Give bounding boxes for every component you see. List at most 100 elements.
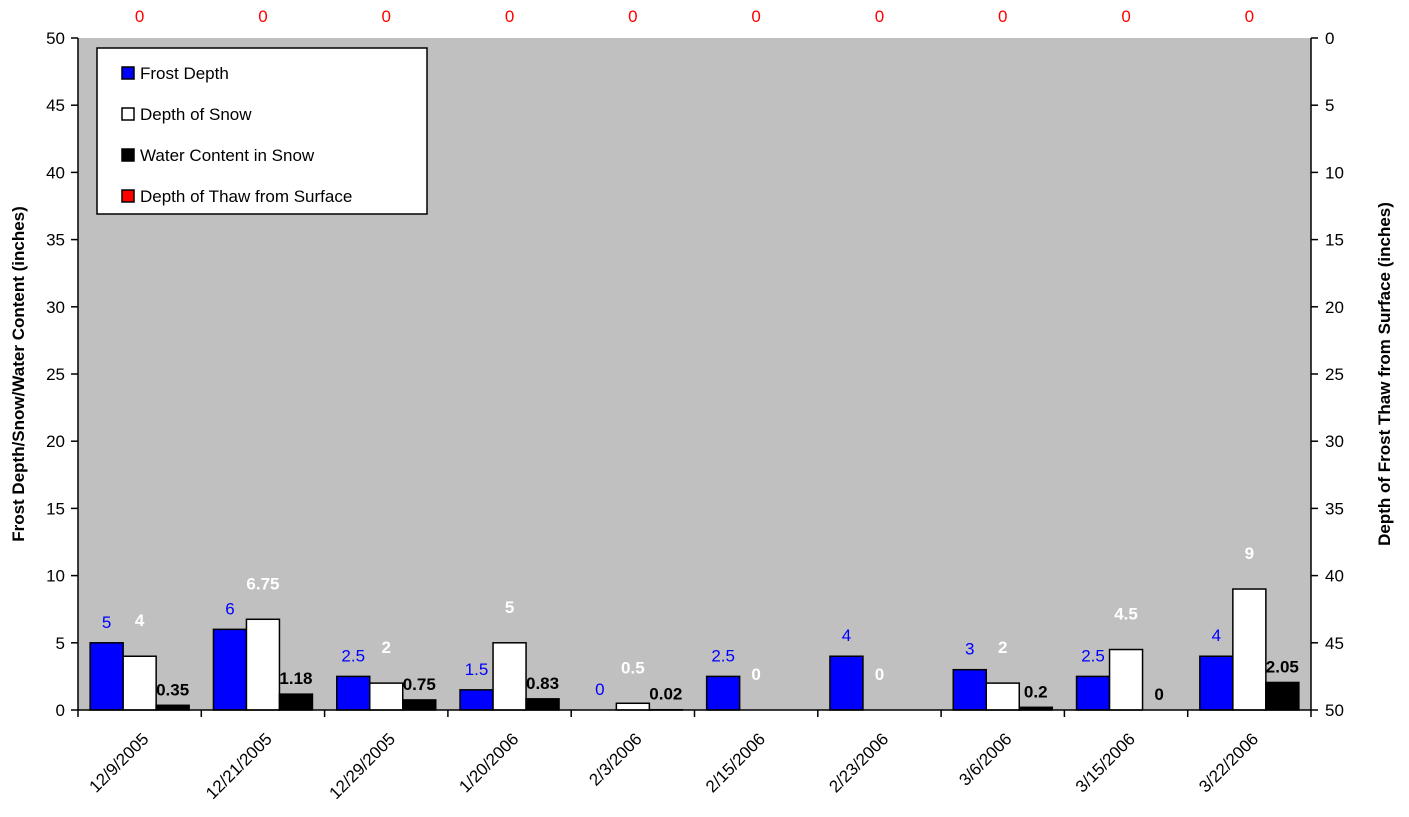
depth-of-thaw-from-surface-data-label: 0 xyxy=(258,7,267,26)
left-tick-label: 10 xyxy=(46,567,65,586)
depth-of-snow-data-label: 0.5 xyxy=(621,658,645,677)
bars-group xyxy=(89,588,1300,711)
left-tick-label: 40 xyxy=(46,163,65,182)
depth-of-snow-data-label: 0 xyxy=(751,665,760,684)
depth-of-snow-data-label: 9 xyxy=(1245,544,1254,563)
right-tick-label: 35 xyxy=(1325,499,1344,518)
left-tick-label: 50 xyxy=(46,29,65,48)
depth-of-thaw-from-surface-data-label: 0 xyxy=(135,7,144,26)
right-axis-title: Depth of Frost Thaw from Surface (inches… xyxy=(1375,202,1394,546)
water-content-in-snow-data-label: 2.05 xyxy=(1266,657,1299,676)
depth-of-snow-bar xyxy=(615,702,651,711)
frost-depth-data-label: 2.5 xyxy=(1081,646,1105,665)
right-tick-label: 40 xyxy=(1325,567,1344,586)
depth-of-snow-data-label: 4 xyxy=(135,611,145,630)
x-category-label: 2/23/2006 xyxy=(825,729,892,796)
depth-of-snow-bar xyxy=(492,642,527,711)
x-category-label: 2/15/2006 xyxy=(702,729,769,796)
water-content-in-snow-data-label: 0 xyxy=(1154,685,1163,704)
depth-of-thaw-from-surface-data-label: 0 xyxy=(751,7,760,26)
right-tick-label: 30 xyxy=(1325,432,1344,451)
x-category-label: 3/22/2006 xyxy=(1195,729,1262,796)
data-labels-group: 5 6 2.5 1.5 0 2.5 4 3 2.5 4 4 6.75 2 5 0.5 0 0 2 4.5 9 0.35 1… xyxy=(102,7,1299,704)
water-content-in-snow-data-label: 0.35 xyxy=(156,680,189,699)
depth-of-snow-legend-label: Depth of Snow xyxy=(140,105,252,124)
frost-depth-bar xyxy=(952,668,987,711)
depth-of-snow-data-label: 0 xyxy=(875,665,884,684)
frost-depth-bar xyxy=(829,655,864,711)
depth-of-snow-bar xyxy=(1232,588,1267,711)
frost-depth-data-label: 4 xyxy=(842,626,851,645)
frost-depth-data-label: 4 xyxy=(1212,626,1221,645)
x-category-label: 3/6/2006 xyxy=(955,729,1015,789)
water-content-in-snow-data-label: 0.83 xyxy=(526,674,559,693)
frost-depth-data-label: 2.5 xyxy=(341,646,365,665)
left-tick-label: 25 xyxy=(46,365,65,384)
frost-depth-data-label: 3 xyxy=(965,640,974,659)
water-content-in-snow-legend-swatch xyxy=(121,148,135,162)
left-tick-label: 0 xyxy=(56,701,65,720)
depth-of-snow-data-label: 4.5 xyxy=(1114,605,1138,624)
x-category-label: 1/20/2006 xyxy=(455,729,522,796)
depth-of-snow-bar xyxy=(985,682,1020,711)
frost-depth-data-label: 1.5 xyxy=(465,660,489,679)
x-category-label: 12/29/2005 xyxy=(325,729,399,803)
frost-depth-bar xyxy=(89,642,124,711)
depth-of-thaw-from-surface-data-label: 0 xyxy=(382,7,391,26)
right-tick-label: 25 xyxy=(1325,365,1344,384)
left-tick-label: 5 xyxy=(56,634,65,653)
depth-of-thaw-from-surface-data-label: 0 xyxy=(505,7,514,26)
left-tick-label: 30 xyxy=(46,298,65,317)
water-content-in-snow-data-label: 0.02 xyxy=(649,685,682,704)
depth-of-thaw-from-surface-data-label: 0 xyxy=(1121,7,1130,26)
left-tick-label: 35 xyxy=(46,231,65,250)
depth-of-snow-bar xyxy=(245,618,281,711)
left-axis-title: Frost Depth/Snow/Water Content (inches) xyxy=(9,206,28,542)
frost-depth-bar xyxy=(459,689,494,711)
depth-of-thaw-from-surface-legend-label: Depth of Thaw from Surface xyxy=(140,187,352,206)
depth-of-thaw-from-surface-legend-swatch xyxy=(121,189,135,203)
right-tick-label: 15 xyxy=(1325,231,1344,250)
depth-of-snow-data-label: 6.75 xyxy=(246,574,279,593)
water-content-in-snow-legend-label: Water Content in Snow xyxy=(140,146,315,165)
depth-of-thaw-from-surface-data-label: 0 xyxy=(1245,7,1254,26)
left-tick-label: 15 xyxy=(46,499,65,518)
depth-of-thaw-from-surface-data-label: 0 xyxy=(998,7,1007,26)
right-tick-label: 50 xyxy=(1325,701,1344,720)
frost-depth-data-label: 5 xyxy=(102,613,111,632)
water-content-in-snow-data-label: 0.2 xyxy=(1024,682,1048,701)
water-content-in-snow-bar xyxy=(402,699,437,711)
depth-of-thaw-from-surface-data-label: 0 xyxy=(875,7,884,26)
depth-of-snow-bar xyxy=(1108,648,1144,711)
depth-of-snow-data-label: 5 xyxy=(505,598,514,617)
depth-of-snow-bar xyxy=(122,655,157,711)
left-tick-label: 20 xyxy=(46,432,65,451)
frost-depth-bar xyxy=(212,628,248,711)
water-content-in-snow-bar xyxy=(525,698,560,711)
legend: Frost Depth Depth of Snow Water Content in… xyxy=(96,47,428,215)
frost-depth-data-label: 6 xyxy=(225,599,234,618)
water-content-in-snow-bar xyxy=(1265,681,1300,711)
frost-depth-bar xyxy=(336,675,371,711)
x-category-label: 2/3/2006 xyxy=(585,729,645,789)
frost-depth-data-label: 0 xyxy=(595,680,604,699)
right-tick-label: 0 xyxy=(1325,29,1334,48)
water-content-in-snow-bar xyxy=(278,693,314,711)
left-tick-label: 45 xyxy=(46,96,65,115)
frost-depth-data-label: 2.5 xyxy=(711,646,735,665)
water-content-in-snow-data-label: 1.18 xyxy=(279,669,312,688)
legend-box xyxy=(96,47,428,215)
frost-depth-bar xyxy=(705,675,741,711)
x-category-label: 12/21/2005 xyxy=(202,729,276,803)
depth-of-snow-data-label: 2 xyxy=(998,638,1007,657)
water-content-in-snow-data-label: 0.75 xyxy=(403,675,436,694)
depth-of-thaw-from-surface-data-label: 0 xyxy=(628,7,637,26)
right-tick-label: 45 xyxy=(1325,634,1344,653)
right-tick-label: 10 xyxy=(1325,163,1344,182)
depth-of-snow-data-label: 2 xyxy=(382,638,391,657)
right-tick-label: 20 xyxy=(1325,298,1344,317)
frost-depth-legend-swatch xyxy=(121,66,135,80)
x-category-label: 12/9/2005 xyxy=(86,729,153,796)
depth-of-snow-bar xyxy=(369,682,404,711)
